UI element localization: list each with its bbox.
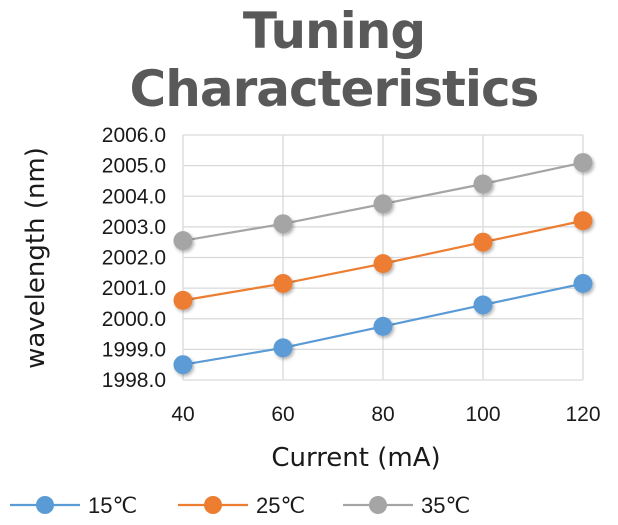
y-tick-label: 1998.0 (102, 369, 166, 392)
y-tick-label: 2005.0 (102, 155, 166, 178)
data-point (473, 174, 493, 194)
data-point (173, 290, 193, 310)
legend-marker (204, 496, 222, 514)
data-point (573, 211, 593, 231)
legend-item: 35℃ (343, 493, 470, 518)
y-tick-label: 2004.0 (102, 185, 166, 208)
data-point (273, 274, 293, 294)
chart-title: Tuning Characteristics (129, 2, 540, 118)
series-35 (173, 153, 593, 251)
legend-marker (369, 496, 387, 514)
y-axis-label: wavelength (nm) (21, 147, 51, 369)
x-tick-label: 40 (171, 403, 194, 426)
data-point (173, 231, 193, 251)
y-tick-label: 2002.0 (102, 247, 166, 270)
x-tick-label: 100 (465, 403, 500, 426)
y-tick-label: 1999.0 (102, 338, 166, 361)
data-point (373, 316, 393, 336)
legend-item: 25℃ (178, 493, 305, 518)
series-lines (173, 153, 593, 375)
y-axis-ticks: 1998.0 1999.0 2000.0 2001.0 2002.0 2003.0 2004… (102, 124, 166, 392)
data-point (573, 274, 593, 294)
data-point (273, 338, 293, 358)
data-point (273, 214, 293, 234)
data-point (573, 153, 593, 173)
y-tick-label: 2006.0 (102, 124, 166, 147)
data-point (473, 295, 493, 315)
x-axis-ticks: 40 60 80 100 120 (171, 403, 600, 426)
legend: 15℃ 25℃ 35℃ (10, 493, 470, 518)
data-point (173, 355, 193, 375)
series-25 (173, 211, 593, 310)
legend-label: 25℃ (256, 493, 305, 518)
legend-item: 15℃ (10, 493, 137, 518)
x-axis-label: Current (mA) (271, 443, 440, 473)
series-15 (173, 274, 593, 375)
data-point (373, 194, 393, 214)
data-point (473, 232, 493, 252)
legend-label: 15℃ (88, 493, 137, 518)
y-tick-label: 2000.0 (102, 308, 166, 331)
x-tick-label: 120 (565, 403, 600, 426)
x-tick-label: 80 (371, 403, 394, 426)
x-tick-label: 60 (271, 403, 294, 426)
legend-label: 35℃ (421, 493, 470, 518)
y-tick-label: 2001.0 (102, 277, 166, 300)
y-tick-label: 2003.0 (102, 216, 166, 239)
data-point (373, 254, 393, 274)
legend-marker (36, 496, 54, 514)
